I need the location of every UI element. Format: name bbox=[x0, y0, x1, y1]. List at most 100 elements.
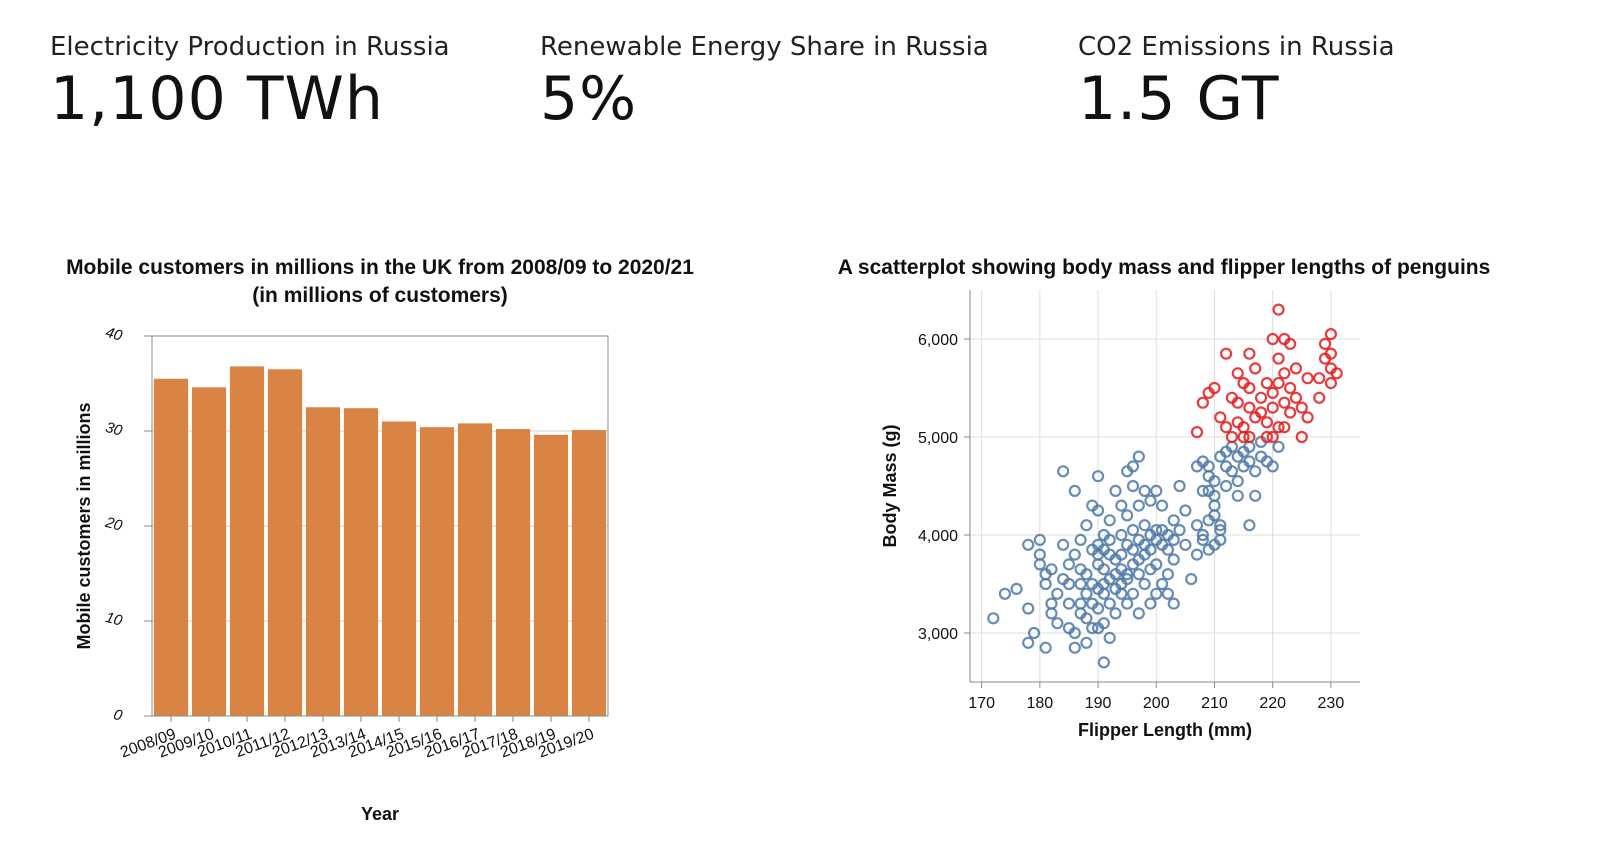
scatter-point bbox=[1062, 577, 1076, 591]
scatter-point bbox=[1243, 430, 1256, 444]
scatter-point bbox=[1126, 460, 1140, 473]
scatter-point bbox=[1155, 577, 1169, 591]
scatter-point bbox=[1132, 607, 1145, 620]
scatter-point bbox=[1027, 626, 1041, 640]
scatter-point bbox=[1266, 430, 1279, 444]
scatter-point bbox=[1103, 631, 1116, 644]
scatter-point bbox=[1231, 367, 1244, 380]
scatter-point bbox=[1284, 406, 1297, 419]
scatter-point bbox=[1208, 381, 1221, 395]
scatter-x-tick-label: 170 bbox=[968, 695, 995, 712]
bar-y-axis-title: Mobile customers in millions bbox=[74, 402, 94, 649]
bar bbox=[191, 387, 227, 716]
scatter-point bbox=[1074, 577, 1087, 591]
scatter-point bbox=[1324, 377, 1337, 390]
kpi-co2: CO2 Emissions in Russia 1.5 GT bbox=[1078, 32, 1395, 134]
scatter-point bbox=[1097, 656, 1110, 669]
scatter-point bbox=[1295, 430, 1308, 444]
scatter-point bbox=[1121, 509, 1134, 522]
scatter-point bbox=[1138, 484, 1151, 497]
scatter-point bbox=[1196, 484, 1209, 497]
scatter-point bbox=[1103, 514, 1116, 527]
scatter-point bbox=[1010, 582, 1023, 595]
scatter-point bbox=[1126, 524, 1140, 537]
scatter-point bbox=[1260, 377, 1273, 390]
scatter-point bbox=[1150, 587, 1163, 600]
scatter-point bbox=[1062, 597, 1076, 610]
bar-x-axis-title: Year bbox=[361, 804, 399, 824]
bar-chart-title: Mobile customers in millions in the UK f… bbox=[66, 256, 694, 279]
bar bbox=[457, 423, 493, 716]
scatter-point bbox=[1289, 391, 1303, 404]
scatter-x-tick-label: 230 bbox=[1318, 695, 1345, 712]
scatter-point bbox=[1284, 381, 1297, 395]
scatter-point bbox=[1022, 602, 1035, 615]
bar bbox=[419, 427, 455, 716]
scatter-point bbox=[1045, 563, 1058, 576]
scatter-x-tick-label: 220 bbox=[1259, 695, 1286, 712]
scatter-point bbox=[1220, 479, 1233, 493]
scatter-point bbox=[1115, 499, 1128, 512]
scatter-point bbox=[1208, 475, 1221, 488]
scatter-point bbox=[1074, 533, 1087, 546]
kpi-label: Electricity Production in Russia bbox=[50, 32, 450, 62]
kpi-value: 5% bbox=[540, 64, 638, 134]
scatter-y-tick-label: 6,000 bbox=[918, 332, 958, 349]
scatter-point bbox=[1155, 499, 1169, 512]
scatter-y-tick-label: 3,000 bbox=[918, 626, 958, 643]
scatter-point bbox=[1161, 587, 1175, 600]
scatter-point bbox=[1266, 332, 1279, 346]
scatter-point bbox=[1115, 528, 1128, 542]
bar-y-tick-label: 20 bbox=[103, 514, 125, 535]
scatter-point bbox=[1243, 347, 1256, 360]
scatter-point bbox=[1243, 381, 1256, 395]
scatter-point bbox=[1190, 426, 1204, 439]
scatter-point bbox=[1062, 558, 1076, 571]
scatter-point bbox=[1039, 641, 1052, 654]
kpi-value: 1,100 TWh bbox=[50, 64, 384, 134]
scatter-point bbox=[1254, 391, 1268, 404]
scatter-y-tick-label: 4,000 bbox=[918, 528, 958, 545]
scatter-point bbox=[1045, 597, 1058, 610]
bar bbox=[305, 407, 341, 716]
scatter-point bbox=[1068, 626, 1081, 640]
bar-chart-subtitle: (in millions of customers) bbox=[252, 284, 508, 307]
scatter-point bbox=[1103, 533, 1116, 546]
scatter-point bbox=[1022, 636, 1035, 649]
scatter-point bbox=[1080, 612, 1093, 625]
scatter-point bbox=[1138, 519, 1151, 532]
scatter-point bbox=[1150, 524, 1163, 537]
bar bbox=[533, 434, 569, 716]
scatter-point bbox=[1144, 543, 1157, 556]
scatter-point bbox=[1190, 548, 1204, 561]
scatter-point bbox=[1272, 303, 1285, 316]
scatter-point bbox=[1278, 421, 1291, 434]
scatter-point bbox=[1190, 519, 1204, 532]
scatter-point bbox=[987, 612, 1000, 625]
scatter-point bbox=[1109, 484, 1122, 497]
scatter-x-tick-label: 200 bbox=[1143, 695, 1170, 712]
scatter-point bbox=[1121, 573, 1134, 586]
scatter-point bbox=[1254, 406, 1268, 419]
scatter-point bbox=[1057, 465, 1070, 478]
scatter-point bbox=[1301, 411, 1314, 424]
scatter-point bbox=[1039, 577, 1052, 591]
scatter-point bbox=[1097, 617, 1110, 630]
scatter-point bbox=[1115, 548, 1128, 561]
kpi-renewable: Renewable Energy Share in Russia 5% bbox=[540, 32, 989, 134]
scatter-point bbox=[1272, 421, 1285, 434]
scatter-point bbox=[1225, 465, 1239, 478]
bar bbox=[153, 378, 189, 716]
scatter-point bbox=[1109, 607, 1122, 620]
kpi-electricity: Electricity Production in Russia 1,100 T… bbox=[50, 32, 450, 134]
scatter-point bbox=[1091, 470, 1105, 483]
scatter-y-axis-title: Body Mass (g) bbox=[880, 424, 900, 547]
scatter-point bbox=[1161, 568, 1175, 581]
kpi-label: CO2 Emissions in Russia bbox=[1078, 32, 1395, 62]
scatter-point bbox=[1097, 563, 1110, 576]
scatter-point bbox=[1220, 347, 1233, 360]
scatter-point bbox=[1196, 396, 1209, 409]
scatter-point bbox=[1330, 367, 1343, 380]
scatter-point bbox=[1167, 514, 1180, 527]
scatter-chart-title: A scatterplot showing body mass and flip… bbox=[838, 256, 1491, 279]
